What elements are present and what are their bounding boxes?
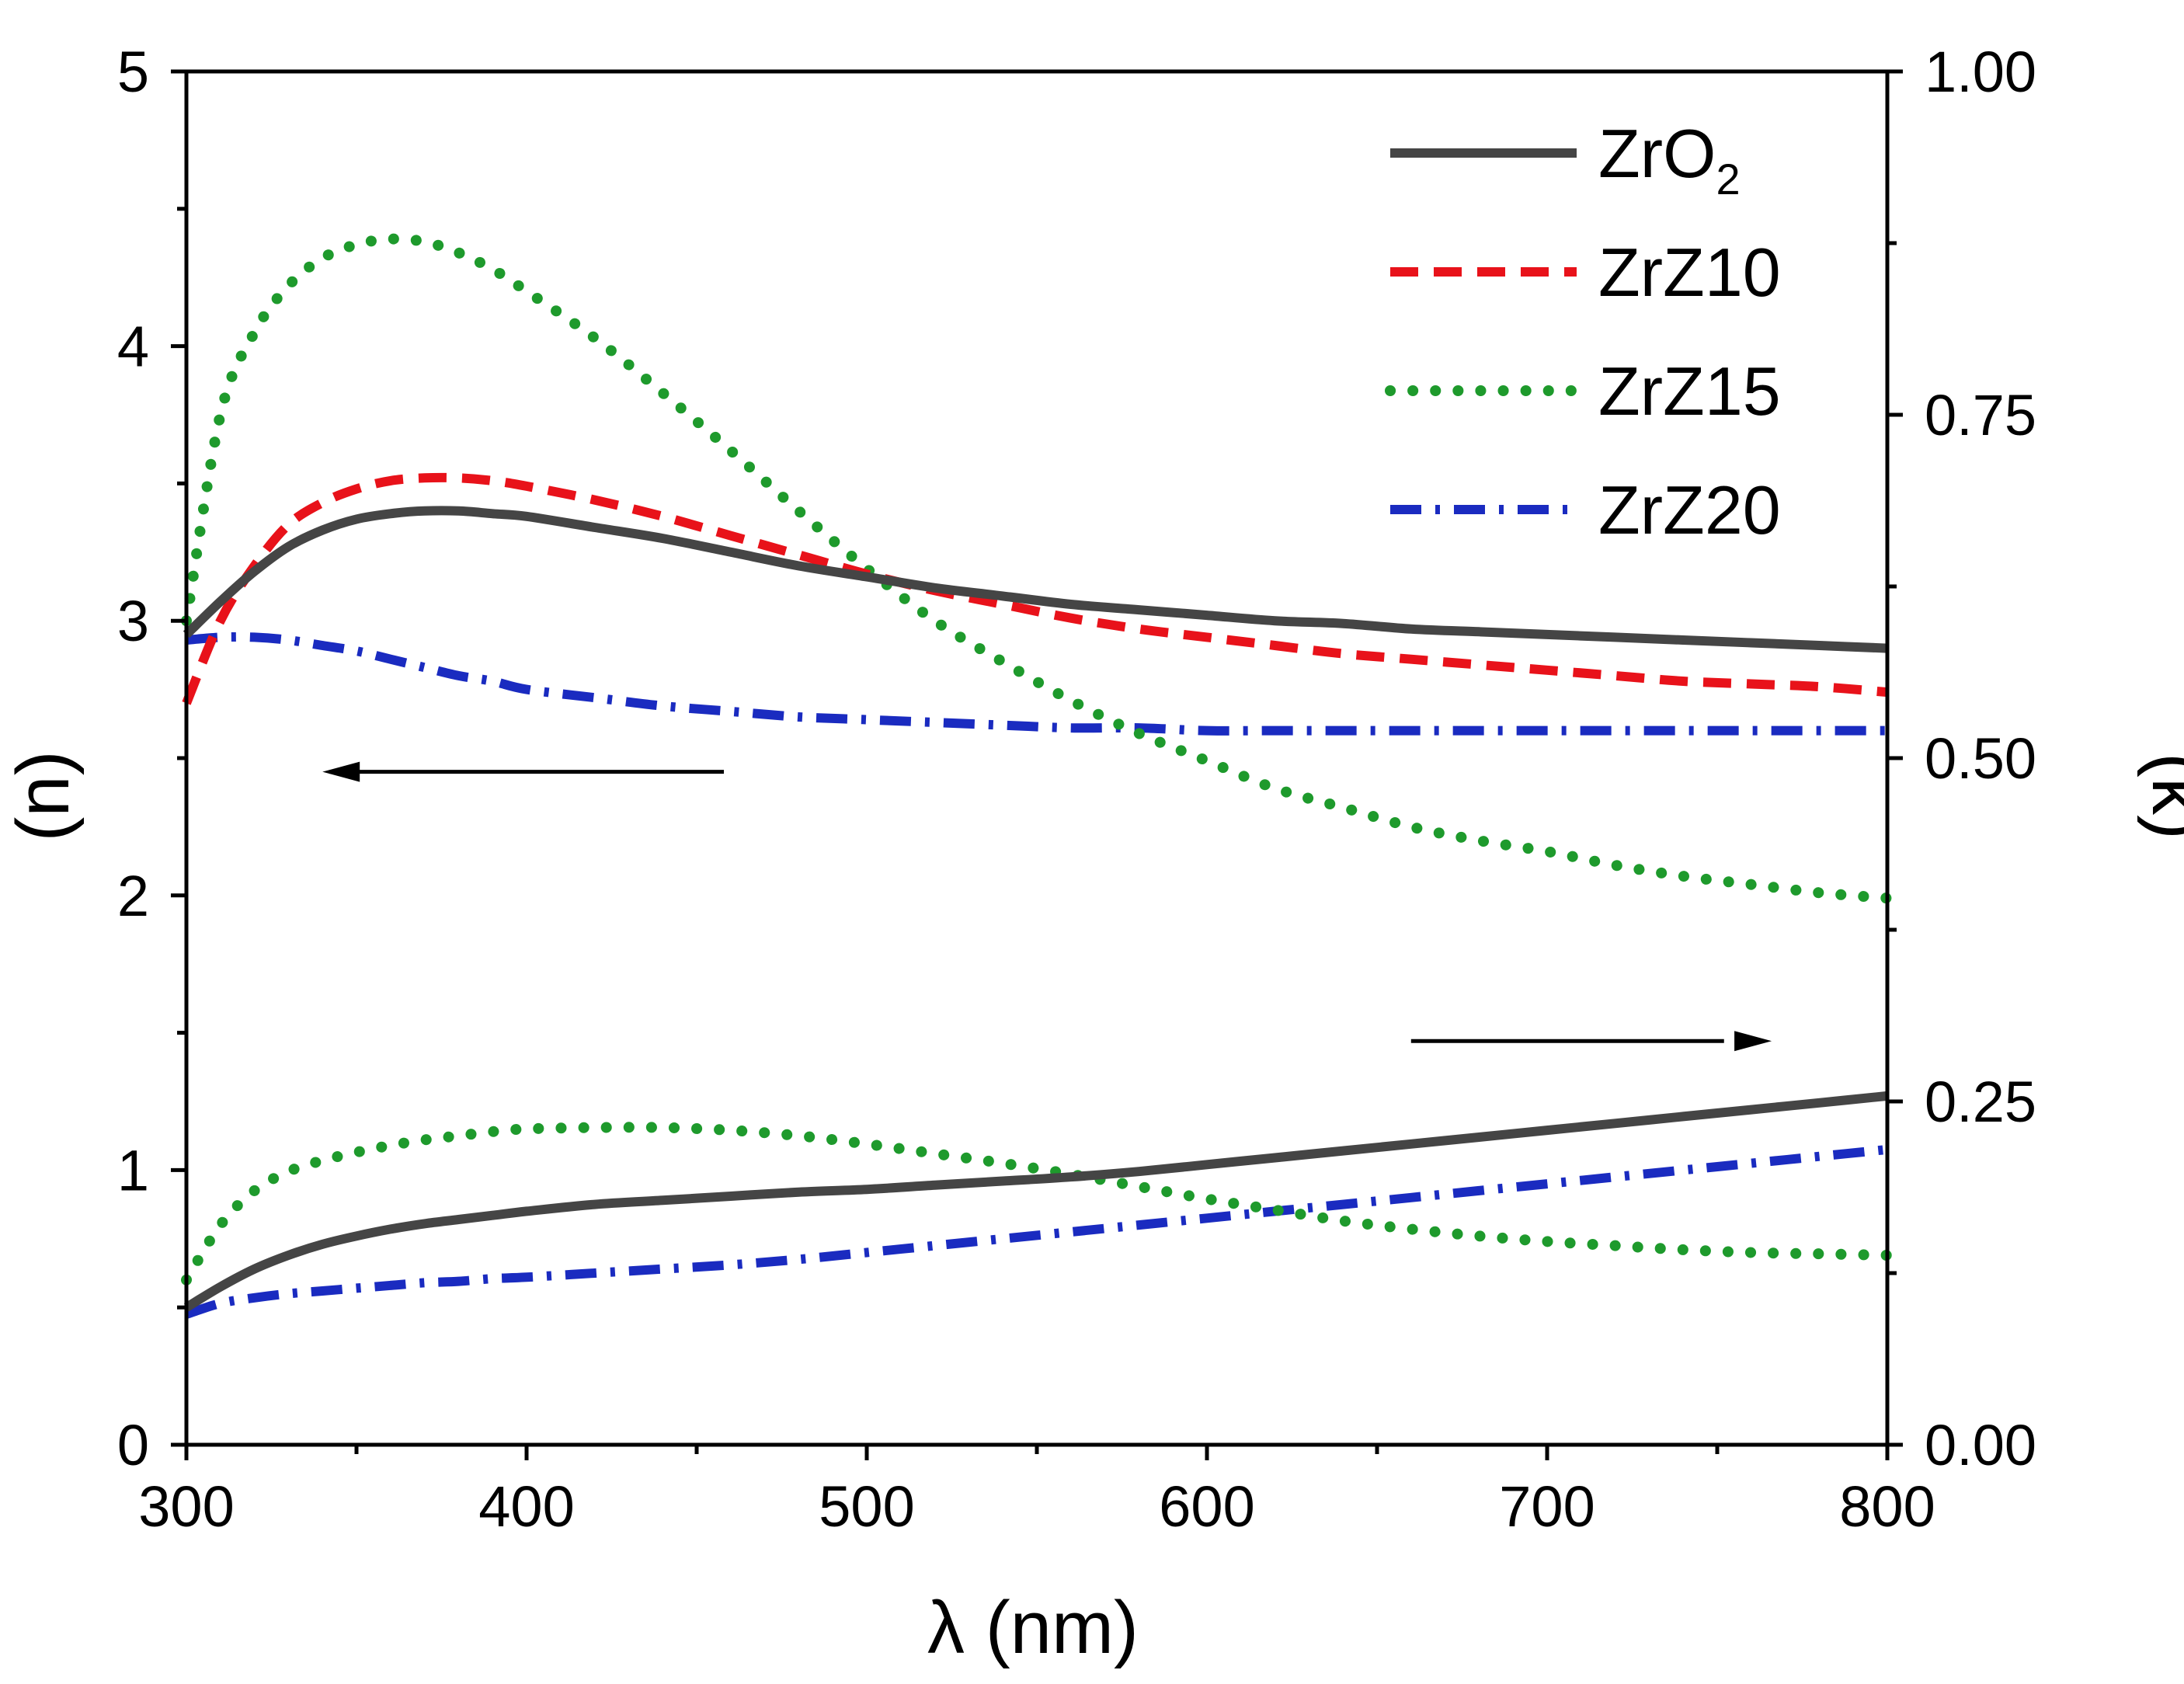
arrows bbox=[322, 761, 1772, 1052]
series-zrz15-n-line bbox=[181, 233, 1893, 904]
series-zro2-n-line bbox=[183, 506, 1888, 653]
series-zro2-k-line bbox=[183, 1091, 1888, 1312]
x-tick-label: 400 bbox=[478, 1474, 574, 1539]
y-left-axis-label: (n) bbox=[2, 750, 85, 841]
y-right-tick-label: 0.25 bbox=[1925, 1070, 2036, 1134]
y-right-tick-label: 1.00 bbox=[1925, 40, 2036, 104]
y-right-axis-label: (k) bbox=[2137, 753, 2184, 840]
legend: ZrO2 ZrZ10 ZrZ15 ZrZ20 bbox=[1385, 115, 1781, 548]
legend-label-zrz10: ZrZ10 bbox=[1598, 234, 1781, 311]
ticks: 300 400 500 600 700 800 0 1 2 3 4 5 0.00 0.25 0.50 0.75… bbox=[117, 40, 2036, 1539]
left-axis-arrow-head bbox=[322, 761, 360, 782]
x-tick-label: 800 bbox=[1839, 1474, 1935, 1539]
x-tick-label: 600 bbox=[1159, 1474, 1254, 1539]
x-tick-label: 500 bbox=[819, 1474, 914, 1539]
legend-label-zro2: ZrO2 bbox=[1598, 115, 1741, 204]
y-left-tick-label: 1 bbox=[117, 1138, 149, 1202]
series-zrz20-n-line bbox=[186, 632, 1887, 736]
series-zrz15-k-line bbox=[181, 1122, 1893, 1286]
legend-label-zrz20: ZrZ20 bbox=[1598, 471, 1781, 548]
x-tick-label: 700 bbox=[1499, 1474, 1595, 1539]
legend-label-zrz15: ZrZ15 bbox=[1598, 353, 1781, 430]
curves bbox=[181, 233, 1893, 1319]
y-left-tick-label: 5 bbox=[117, 40, 149, 104]
series-zrz20-k-line bbox=[185, 1144, 1888, 1319]
x-axis-label: λ (nm) bbox=[927, 1586, 1139, 1669]
x-tick-label: 300 bbox=[138, 1474, 234, 1539]
y-left-tick-label: 2 bbox=[117, 864, 149, 928]
y-right-tick-label: 0.50 bbox=[1925, 726, 2036, 791]
y-right-tick-label: 0.75 bbox=[1925, 383, 2036, 447]
y-left-tick-label: 0 bbox=[117, 1413, 149, 1477]
right-axis-arrow-head bbox=[1734, 1031, 1772, 1052]
y-left-tick-label: 4 bbox=[117, 315, 149, 379]
y-left-tick-label: 3 bbox=[117, 589, 149, 653]
y-right-tick-label: 0.00 bbox=[1925, 1413, 2036, 1477]
legend-subscript: 2 bbox=[1716, 155, 1741, 204]
